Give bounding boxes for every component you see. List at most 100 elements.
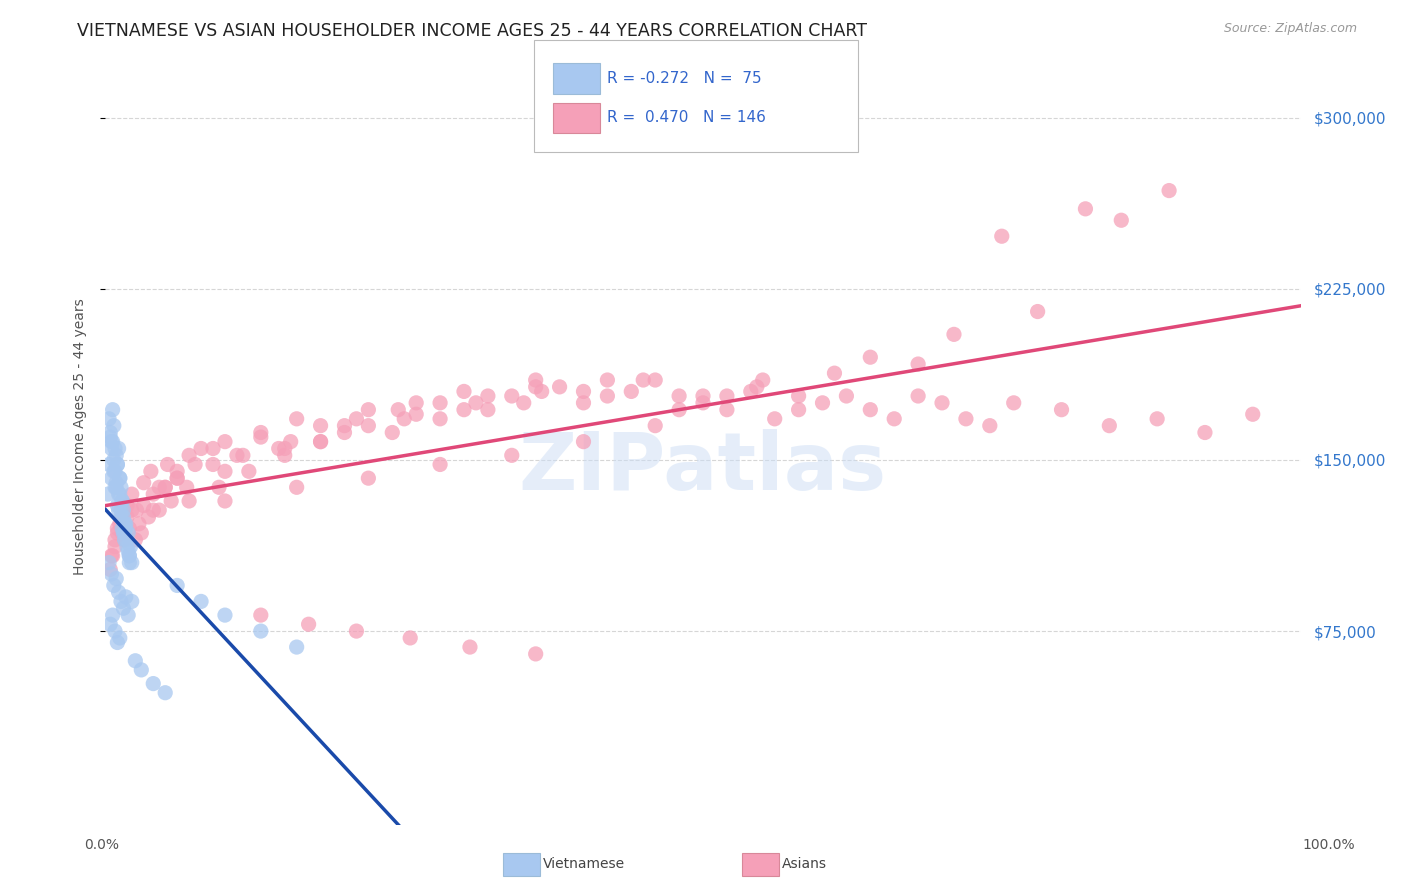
Point	[399, 631, 422, 645]
Point	[148, 480, 170, 494]
Point	[108, 487, 131, 501]
Point	[392, 412, 416, 426]
Point	[177, 494, 201, 508]
Point	[464, 396, 488, 410]
Point	[298, 617, 321, 632]
Point	[107, 458, 129, 472]
Point	[103, 418, 125, 433]
Point	[381, 425, 404, 440]
Point	[115, 533, 138, 547]
Point	[429, 412, 451, 426]
Point	[103, 578, 125, 592]
Point	[107, 458, 129, 472]
Point	[190, 442, 212, 456]
Point	[121, 556, 143, 570]
Point	[112, 510, 135, 524]
Point	[572, 384, 595, 399]
Point	[177, 448, 201, 462]
Point	[105, 480, 128, 494]
Point	[166, 464, 188, 478]
Point	[633, 373, 655, 387]
Point	[208, 480, 231, 494]
Point	[112, 503, 135, 517]
Point	[111, 521, 134, 535]
Point	[184, 458, 207, 472]
Point	[513, 396, 536, 410]
Point	[357, 418, 380, 433]
Point	[644, 418, 666, 433]
Point	[250, 608, 273, 623]
Point	[907, 357, 929, 371]
Point	[98, 430, 121, 444]
Point	[387, 402, 409, 417]
Point	[118, 556, 141, 570]
Point	[121, 503, 143, 517]
Point	[955, 412, 977, 426]
Point	[267, 442, 290, 456]
Point	[100, 549, 122, 563]
Point	[859, 350, 882, 364]
Point	[104, 480, 127, 494]
Point	[596, 389, 619, 403]
Point	[153, 480, 177, 494]
Point	[112, 525, 135, 540]
Point	[477, 389, 499, 403]
Point	[285, 480, 308, 494]
Y-axis label: Householder Income Ages 25 - 44 years: Householder Income Ages 25 - 44 years	[73, 299, 87, 575]
Point	[166, 578, 188, 592]
Point	[1098, 418, 1121, 433]
Point	[859, 402, 882, 417]
Point	[458, 640, 481, 654]
Point	[453, 384, 475, 399]
Point	[114, 516, 136, 531]
Point	[190, 594, 212, 608]
Point	[1111, 213, 1133, 227]
Text: R =  0.470   N = 146: R = 0.470 N = 146	[607, 111, 766, 125]
Point	[309, 434, 332, 449]
Point	[524, 380, 547, 394]
Point	[907, 389, 929, 403]
Text: VIETNAMESE VS ASIAN HOUSEHOLDER INCOME AGES 25 - 44 YEARS CORRELATION CHART: VIETNAMESE VS ASIAN HOUSEHOLDER INCOME A…	[77, 22, 868, 40]
Point	[107, 635, 129, 649]
Point	[98, 617, 121, 632]
Point	[101, 402, 124, 417]
Point	[1194, 425, 1216, 440]
Point	[98, 458, 121, 472]
Point	[117, 544, 139, 558]
Point	[114, 516, 136, 531]
Point	[111, 510, 134, 524]
Point	[429, 396, 451, 410]
Point	[787, 389, 810, 403]
Point	[129, 525, 153, 540]
Point	[225, 448, 249, 462]
Point	[524, 647, 547, 661]
Point	[214, 434, 236, 449]
Point	[97, 487, 120, 501]
Point	[110, 503, 132, 517]
Point	[118, 521, 141, 535]
Point	[156, 458, 179, 472]
Point	[477, 402, 499, 417]
Point	[346, 412, 368, 426]
Point	[107, 442, 129, 456]
Point	[405, 396, 427, 410]
Point	[1159, 184, 1181, 198]
Point	[108, 471, 131, 485]
Point	[716, 389, 738, 403]
Point	[333, 418, 356, 433]
Point	[202, 458, 225, 472]
Point	[100, 471, 122, 485]
Point	[118, 549, 141, 563]
Point	[128, 516, 150, 531]
Point	[121, 487, 143, 501]
Text: Asians: Asians	[782, 857, 827, 871]
Point	[105, 448, 128, 462]
Point	[104, 442, 127, 456]
Point	[202, 442, 225, 456]
Point	[108, 631, 131, 645]
Point	[107, 585, 129, 599]
Point	[110, 594, 132, 608]
Point	[111, 494, 134, 508]
Point	[108, 471, 131, 485]
Point	[524, 373, 547, 387]
